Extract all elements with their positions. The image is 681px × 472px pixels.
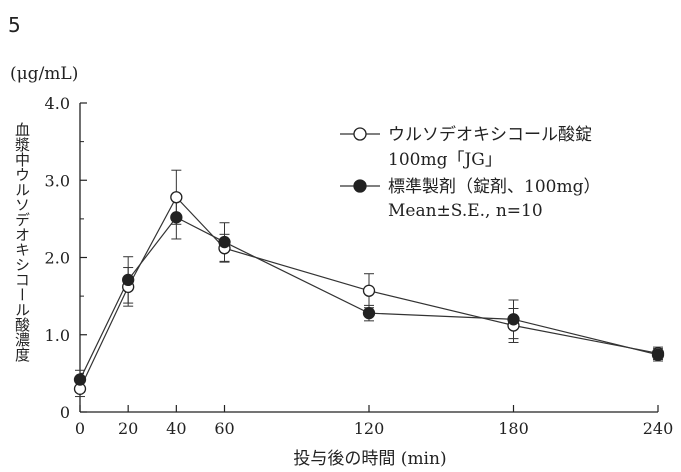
data-point [170, 191, 183, 204]
axes: 0 1.0 2.0 3.0 4.0 0 20 40 60 120 180 240 [45, 94, 674, 438]
data-point [507, 313, 520, 326]
y-axis-label: 血漿中ウルソデオキシコール酸濃度 [13, 122, 31, 362]
legend-label-1-line2: 100mg「JG」 [388, 150, 502, 170]
legend-label-1: ウルソデオキシコール酸錠 [388, 124, 592, 145]
y-tick-label: 2.0 [45, 249, 70, 268]
x-tick-label: 180 [498, 419, 529, 438]
legend: ウルソデオキシコール酸錠 100mg「JG」 標準製剤（錠剤、100mg） Me… [340, 124, 600, 221]
legend-marker-open [353, 127, 367, 141]
y-tick-label: 3.0 [45, 171, 70, 190]
legend-note: Mean±S.E., n=10 [388, 201, 543, 221]
x-tick-label: 40 [166, 419, 186, 438]
data-point [122, 273, 135, 287]
x-tick-label: 240 [643, 419, 674, 438]
y-unit-label: (μg/mL) [10, 64, 78, 84]
x-tick-label: 0 [75, 419, 85, 438]
x-tick-label: 120 [354, 419, 385, 438]
figure-number: 5 [8, 13, 21, 37]
x-axis-label: 投与後の時間 (min) [293, 449, 446, 469]
data-point [170, 211, 183, 224]
data-point [651, 348, 665, 361]
data-point [362, 284, 376, 297]
data-point [73, 373, 87, 386]
y-tick-label: 0 [60, 403, 70, 422]
legend-label-2: 標準製剤（錠剤、100mg） [388, 177, 600, 197]
y-tick-label: 1.0 [45, 326, 70, 345]
series-layer [73, 169, 665, 398]
x-tick-label: 20 [118, 419, 138, 438]
data-point [362, 306, 376, 320]
legend-marker-filled [353, 179, 367, 193]
x-tick-label: 60 [214, 419, 234, 438]
data-point [218, 235, 231, 249]
y-tick-label: 4.0 [45, 94, 70, 113]
